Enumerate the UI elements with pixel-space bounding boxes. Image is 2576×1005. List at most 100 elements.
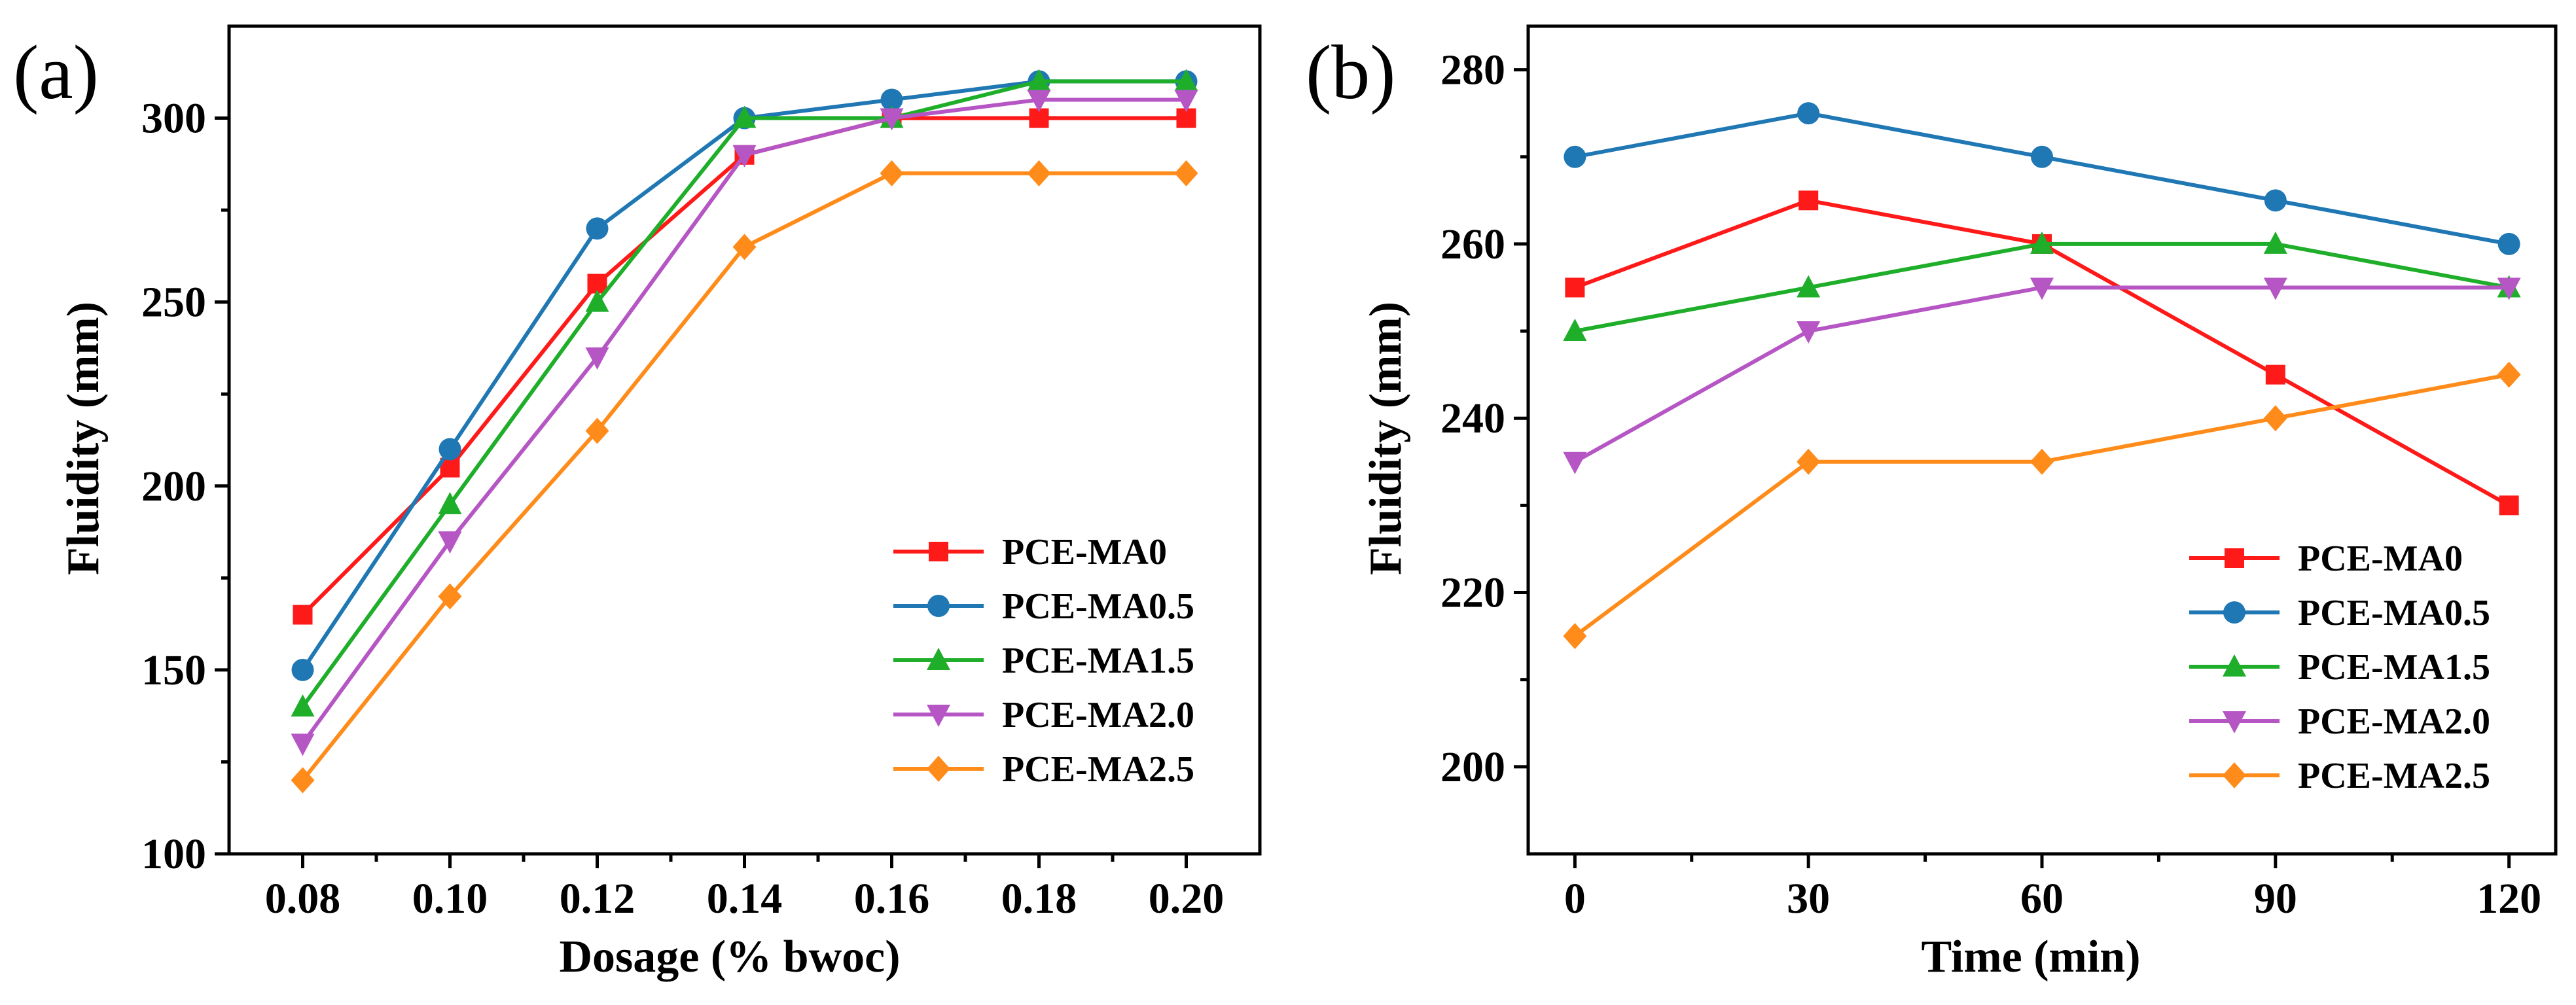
data-point-a-4: [880, 160, 904, 186]
panel-label-a: (a): [13, 29, 99, 115]
data-point-a-1: [438, 438, 461, 461]
data-point-a-4: [291, 767, 315, 794]
data-point-b-1: [1564, 145, 1586, 168]
x-tick-label-a: 0.08: [265, 875, 341, 923]
data-point-a-1: [586, 217, 609, 240]
series-line-a-4: [301, 171, 1187, 782]
legend-marker-b-0: [2225, 548, 2244, 568]
legend-marker-a-4: [927, 756, 950, 782]
legend-marker-b-1: [2223, 601, 2245, 624]
data-point-b-0: [2265, 364, 2285, 385]
data-point-b-1: [1797, 102, 1820, 125]
x-axis-title-a: Dosage (% bwoc): [559, 932, 900, 982]
data-point-b-4: [1563, 623, 1587, 650]
data-point-b-3: [1563, 451, 1587, 474]
series-line-a-1: [301, 79, 1187, 671]
y-tick-label-b: 240: [1440, 395, 1505, 442]
data-point-b-4: [2263, 405, 2287, 432]
x-tick-label-b: 0: [1564, 875, 1586, 923]
x-tick-label-b: 30: [1787, 875, 1830, 923]
legend-label-b-3: PCE-MA2.0: [2298, 701, 2490, 742]
data-point-a-0: [293, 605, 313, 625]
data-point-b-0: [1798, 190, 1819, 211]
y-axis-title-a: Fluidity (mm): [58, 302, 109, 575]
data-point-a-4: [585, 417, 609, 444]
legend-label-a-4: PCE-MA2.5: [1002, 749, 1194, 790]
legend-label-a-1: PCE-MA0.5: [1002, 586, 1194, 627]
data-point-a-2: [1174, 69, 1198, 92]
chart-panel-b: (b) Time (min) Fluidity (mm) 0 30 60 90 120 2…: [1306, 24, 2558, 982]
data-point-b-2: [2263, 231, 2287, 254]
data-point-a-3: [1027, 90, 1051, 113]
data-point-a-2: [1027, 69, 1051, 92]
data-point-b-4: [2497, 361, 2521, 388]
x-tick-label-b: 60: [2020, 875, 2064, 923]
x-tick-label-a: 0.18: [1001, 875, 1077, 923]
legend-marker-a-1: [927, 595, 950, 617]
legend-label-b-1: PCE-MA0.5: [2298, 593, 2490, 633]
y-tick-label-b: 200: [1440, 743, 1505, 791]
data-point-b-3: [2030, 277, 2054, 300]
data-point-b-4: [2030, 448, 2054, 475]
y-tick-label-a: 300: [141, 95, 206, 143]
legend-marker-a-3: [927, 705, 950, 727]
data-point-a-4: [1027, 160, 1051, 186]
series-line-b-3: [1573, 285, 2509, 464]
legend-label-a-2: PCE-MA1.5: [1002, 641, 1194, 681]
data-point-a-3: [1174, 90, 1198, 113]
data-point-a-3: [291, 733, 315, 756]
y-tick-label-a: 150: [141, 646, 206, 694]
x-tick-label-a: 0.20: [1149, 875, 1225, 923]
legend-label-b-4: PCE-MA2.5: [2298, 756, 2490, 796]
x-tick-label-a: 0.16: [854, 875, 930, 923]
data-point-b-1: [2497, 232, 2520, 255]
data-point-a-1: [880, 88, 903, 111]
legend-marker-a-2: [927, 648, 950, 670]
y-tick-label-b: 260: [1440, 220, 1505, 268]
y-tick-label-a: 200: [141, 463, 206, 510]
series-line-b-1: [1574, 111, 2510, 246]
data-point-a-2: [585, 289, 609, 312]
y-tick-label-b: 220: [1440, 569, 1505, 617]
x-tick-label-b: 120: [2477, 875, 2541, 923]
data-point-a-4: [732, 234, 757, 260]
legend-label-a-3: PCE-MA2.0: [1002, 695, 1194, 735]
data-point-b-2: [2030, 231, 2054, 254]
data-point-a-2: [438, 491, 462, 514]
x-axis-title-b: Time (min): [1921, 932, 2140, 982]
legend-label-b-0: PCE-MA0: [2298, 538, 2463, 579]
y-tick-label-b: 280: [1440, 46, 1505, 94]
data-point-a-3: [880, 108, 904, 131]
chart-panel-a: (a) Dosage (% bwoc) Fluidity (mm) 0.08 0.…: [13, 24, 1262, 982]
legend-label-a-0: PCE-MA0: [1002, 532, 1167, 573]
data-point-b-2: [1563, 319, 1587, 342]
panel-label-b: (b): [1306, 29, 1396, 115]
data-point-b-1: [2264, 189, 2287, 212]
data-point-b-0: [1565, 277, 1585, 298]
data-point-a-3: [585, 347, 609, 370]
legend-label-b-2: PCE-MA1.5: [2298, 647, 2490, 688]
legend-marker-b-2: [2223, 654, 2246, 677]
y-axis-title-b: Fluidity (mm): [1361, 302, 1411, 575]
data-point-a-2: [291, 694, 315, 717]
data-point-b-3: [2263, 277, 2287, 300]
data-point-b-1: [2031, 145, 2053, 168]
data-point-b-2: [1797, 275, 1821, 298]
data-point-b-3: [1797, 321, 1821, 344]
x-tick-label-a: 0.10: [412, 875, 488, 923]
data-point-a-4: [438, 583, 462, 610]
data-point-b-3: [2497, 277, 2521, 300]
data-point-b-4: [1797, 448, 1821, 475]
legend-marker-b-4: [2223, 762, 2246, 788]
data-point-b-0: [2499, 495, 2519, 516]
data-point-a-4: [1174, 160, 1198, 186]
x-tick-label-a: 0.12: [560, 875, 635, 923]
data-point-a-2: [732, 105, 757, 128]
x-tick-label-b: 90: [2254, 875, 2297, 923]
legend-marker-b-3: [2223, 711, 2246, 733]
data-point-a-1: [291, 658, 314, 681]
legend-marker-a-0: [929, 542, 948, 561]
data-point-a-3: [438, 531, 462, 554]
y-tick-label-a: 250: [141, 279, 206, 326]
